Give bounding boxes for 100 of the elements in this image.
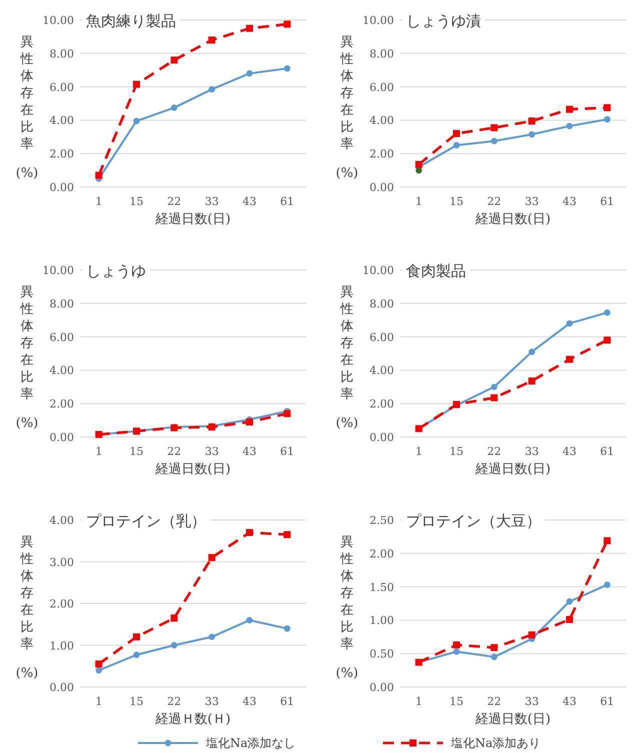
x-axis-title: 経過日数(日) — [474, 712, 551, 727]
x-tick-label: 43 — [562, 195, 576, 208]
y-tick-label: 0.00 — [50, 181, 74, 194]
x-tick-label: 15 — [130, 445, 144, 458]
x-tick-label: 61 — [280, 195, 294, 208]
legend-item: 塩化Na添加なし — [138, 736, 296, 750]
x-tick-label: 61 — [600, 695, 614, 708]
point — [566, 320, 573, 327]
x-tick-label: 1 — [95, 445, 102, 458]
point — [604, 104, 611, 112]
point — [284, 65, 290, 72]
point — [170, 56, 178, 64]
x-tick-label: 33 — [524, 695, 539, 708]
point — [566, 106, 573, 113]
x-tick-label: 1 — [415, 695, 422, 708]
point — [95, 172, 102, 179]
x-tick-label: 1 — [415, 445, 422, 458]
point — [170, 642, 178, 648]
x-tick-label: 22 — [487, 695, 502, 708]
x-axis-title: 経過日数(日) — [474, 212, 551, 227]
point — [284, 410, 291, 418]
x-tick-label: 43 — [562, 445, 576, 458]
x-tick-label: 15 — [450, 195, 464, 208]
point — [528, 118, 536, 125]
legend-item: 塩化Na添加あり — [383, 736, 541, 750]
point — [453, 142, 460, 148]
chart-title: 魚肉練り製品 — [86, 12, 176, 30]
point — [246, 617, 253, 624]
point — [528, 378, 536, 385]
x-tick-label: 33 — [204, 195, 219, 208]
y-tick-label: 3.00 — [50, 556, 74, 569]
point — [490, 138, 498, 144]
chart-title: しょうゆ — [86, 262, 146, 280]
point — [566, 356, 573, 363]
y-tick-label: 10.00 — [42, 264, 74, 277]
x-tick-label: 61 — [600, 195, 614, 208]
x-axis-title: 経過日数(日) — [154, 462, 231, 477]
point — [246, 418, 253, 426]
x-tick-label: 43 — [242, 195, 256, 208]
y-tick-label: 2.00 — [370, 148, 394, 161]
y-axis-title: 異性体存在比率(%) — [336, 35, 358, 181]
x-tick-label: 33 — [204, 695, 219, 708]
point — [133, 80, 140, 88]
x-tick-label: 43 — [242, 445, 256, 458]
x-axis-title: 経過日数(日) — [474, 462, 551, 477]
point — [528, 631, 536, 638]
y-axis-title: 異性体存在比率(%) — [16, 35, 38, 181]
x-tick-label: 61 — [280, 695, 294, 708]
y-axis-title: 異性体存在比率(%) — [16, 535, 38, 681]
point — [490, 644, 498, 652]
x-tick-label: 15 — [450, 695, 464, 708]
x-tick-label: 33 — [524, 195, 539, 208]
y-tick-label: 2.00 — [50, 148, 74, 161]
point — [246, 529, 253, 536]
point — [416, 167, 422, 174]
x-tick-label: 33 — [524, 445, 539, 458]
point — [133, 633, 140, 640]
point — [96, 667, 102, 674]
chart-title: 食肉製品 — [406, 262, 466, 280]
point — [208, 634, 216, 640]
x-tick-label: 61 — [600, 445, 614, 458]
y-tick-label: 4.00 — [370, 364, 394, 378]
x-tick-label: 15 — [130, 695, 144, 708]
x-tick-label: 1 — [95, 195, 102, 208]
point — [604, 116, 610, 123]
y-tick-label: 10.00 — [362, 264, 394, 277]
x-tick-label: 43 — [242, 695, 256, 708]
legend-label: 塩化Na添加あり — [450, 736, 541, 750]
x-tick-label: 15 — [130, 195, 144, 208]
y-tick-label: 4.00 — [50, 114, 74, 128]
point — [208, 36, 216, 44]
x-tick-label: 22 — [487, 445, 502, 458]
y-tick-label: 4.00 — [50, 364, 74, 378]
point — [133, 118, 140, 124]
point — [453, 641, 460, 648]
point — [566, 122, 573, 130]
point — [453, 130, 460, 138]
x-axis-title: 経過Ｈ数(Ｈ) — [154, 712, 231, 727]
y-tick-label: 4.00 — [370, 114, 394, 128]
point — [604, 309, 610, 316]
x-tick-label: 33 — [204, 445, 219, 458]
y-axis-title: 異性体存在比率(%) — [336, 285, 358, 431]
y-axis-title: 異性体存在比率(%) — [16, 285, 38, 431]
y-tick-label: 2.50 — [370, 514, 394, 527]
y-tick-label: 2.00 — [50, 598, 74, 610]
y-tick-label: 6.00 — [370, 80, 394, 94]
point — [566, 598, 573, 605]
point — [528, 348, 536, 356]
x-tick-label: 22 — [167, 445, 182, 458]
point — [566, 616, 573, 624]
y-tick-label: 8.00 — [50, 47, 74, 60]
x-tick-label: 43 — [562, 695, 576, 708]
x-tick-label: 1 — [95, 695, 102, 708]
y-tick-label: 1.00 — [370, 614, 394, 628]
point — [415, 160, 422, 168]
y-axis-title: 異性体存在比率(%) — [336, 535, 358, 681]
y-tick-label: 4.00 — [50, 514, 74, 527]
point — [528, 131, 536, 138]
x-tick-label: 15 — [450, 445, 464, 458]
chart-title: しょうゆ漬 — [406, 12, 481, 30]
